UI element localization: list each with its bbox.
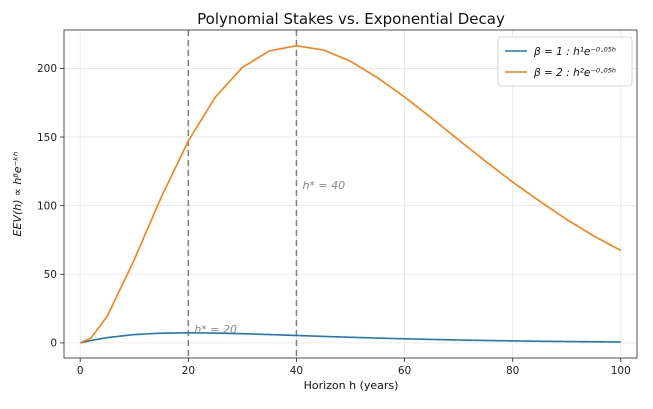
y-axis-label: EEV(h) ∝ hᵝe⁻ᵏʰ <box>11 152 24 237</box>
axis-ticks: 0 20 40 60 80 100 0 50 100 150 200 <box>37 63 631 377</box>
x-tick-label: 100 <box>611 365 631 377</box>
x-axis-label: Horizon h (years) <box>304 379 399 392</box>
y-tick-label: 150 <box>37 132 57 144</box>
plot-frame <box>63 29 638 359</box>
y-tick-label: 200 <box>37 63 57 75</box>
x-tick-label: 60 <box>398 365 411 377</box>
optimum-annotation: h* = 20 <box>194 323 237 336</box>
y-tick-label: 50 <box>44 269 57 281</box>
reference-lines <box>187 30 298 358</box>
x-tick-label: 0 <box>77 365 84 377</box>
legend-label: β = 1 : h¹e⁻⁰·⁰⁵ʰ <box>533 46 616 58</box>
y-tick-label: 0 <box>50 338 57 350</box>
legend: β = 1 : h¹e⁻⁰·⁰⁵ʰ β = 2 : h²e⁻⁰·⁰⁵ʰ <box>497 36 633 87</box>
series-lines <box>79 44 622 344</box>
chart-title: Polynomial Stakes vs. Exponential Decay <box>197 10 505 28</box>
series-line <box>79 44 622 344</box>
annotations: h* = 20 h* = 40 <box>194 179 345 336</box>
x-tick-label: 80 <box>506 365 519 377</box>
legend-label: β = 2 : h²e⁻⁰·⁰⁵ʰ <box>533 67 616 79</box>
y-tick-label: 100 <box>37 200 57 212</box>
optimum-annotation: h* = 40 <box>302 179 345 192</box>
x-tick-label: 20 <box>182 365 195 377</box>
legend-box <box>497 36 633 87</box>
series-line <box>80 332 621 344</box>
x-tick-label: 40 <box>290 365 303 377</box>
